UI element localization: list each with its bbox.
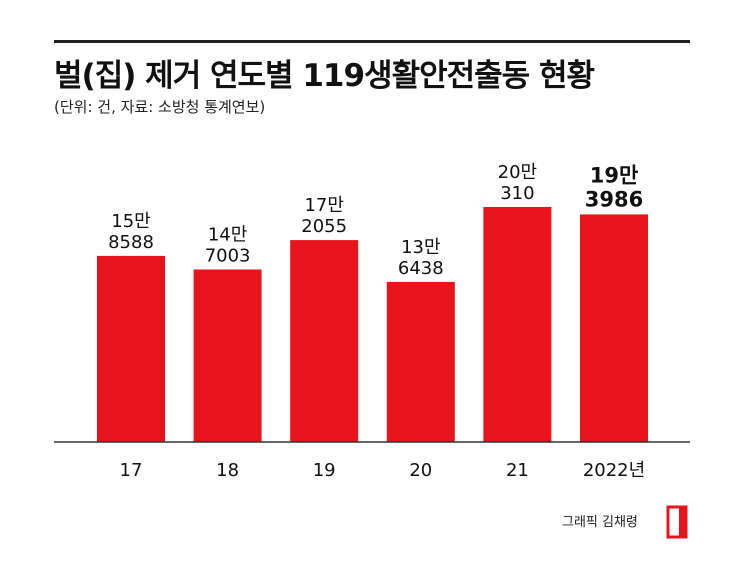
value-label-18-line2: 7003 [205, 246, 251, 267]
bar-18 [193, 269, 262, 442]
x-tick-label-21: 21 [506, 460, 529, 481]
x-tick-label-2022년: 2022년 [583, 460, 645, 481]
x-tick-label-18: 18 [216, 460, 239, 481]
value-label-19-line2: 2055 [301, 216, 347, 237]
top-rule [54, 40, 690, 43]
value-label-17-line2: 8588 [108, 232, 154, 253]
x-tick-label-17: 17 [120, 460, 143, 481]
bar-2022년 [580, 214, 648, 442]
credit-text: 그래픽 김채령 [562, 515, 638, 530]
x-tick-label-20: 20 [409, 460, 432, 481]
bar-19 [290, 240, 359, 442]
value-label-21-line1: 20만 [498, 162, 537, 183]
value-label-20-line1: 13만 [401, 237, 440, 258]
x-tick-label-19: 19 [313, 460, 336, 481]
value-label-18-line1: 14만 [208, 225, 247, 246]
bar-17 [97, 255, 165, 442]
chart-subtitle: (단위: 건, 자료: 소방청 통계연보) [54, 98, 266, 116]
publisher-logo-icon [666, 505, 688, 539]
value-label-19-line1: 17만 [304, 195, 343, 216]
value-label-17-line1: 15만 [111, 211, 150, 232]
bar-21 [483, 207, 552, 442]
value-label-20-line2: 6438 [398, 258, 444, 279]
bars-group [97, 207, 648, 442]
value-label-2022년-line2: 3986 [585, 187, 643, 211]
value-label-2022년-line1: 19만 [590, 163, 639, 187]
value-label-21-line2: 310 [500, 183, 534, 204]
bar-20 [386, 281, 455, 442]
x-tick-labels-group: 17 18 19 20 21 2022년 [120, 460, 646, 481]
chart-title: 벌(집) 제거 연도별 119생활안전출동 현황 [54, 58, 595, 94]
